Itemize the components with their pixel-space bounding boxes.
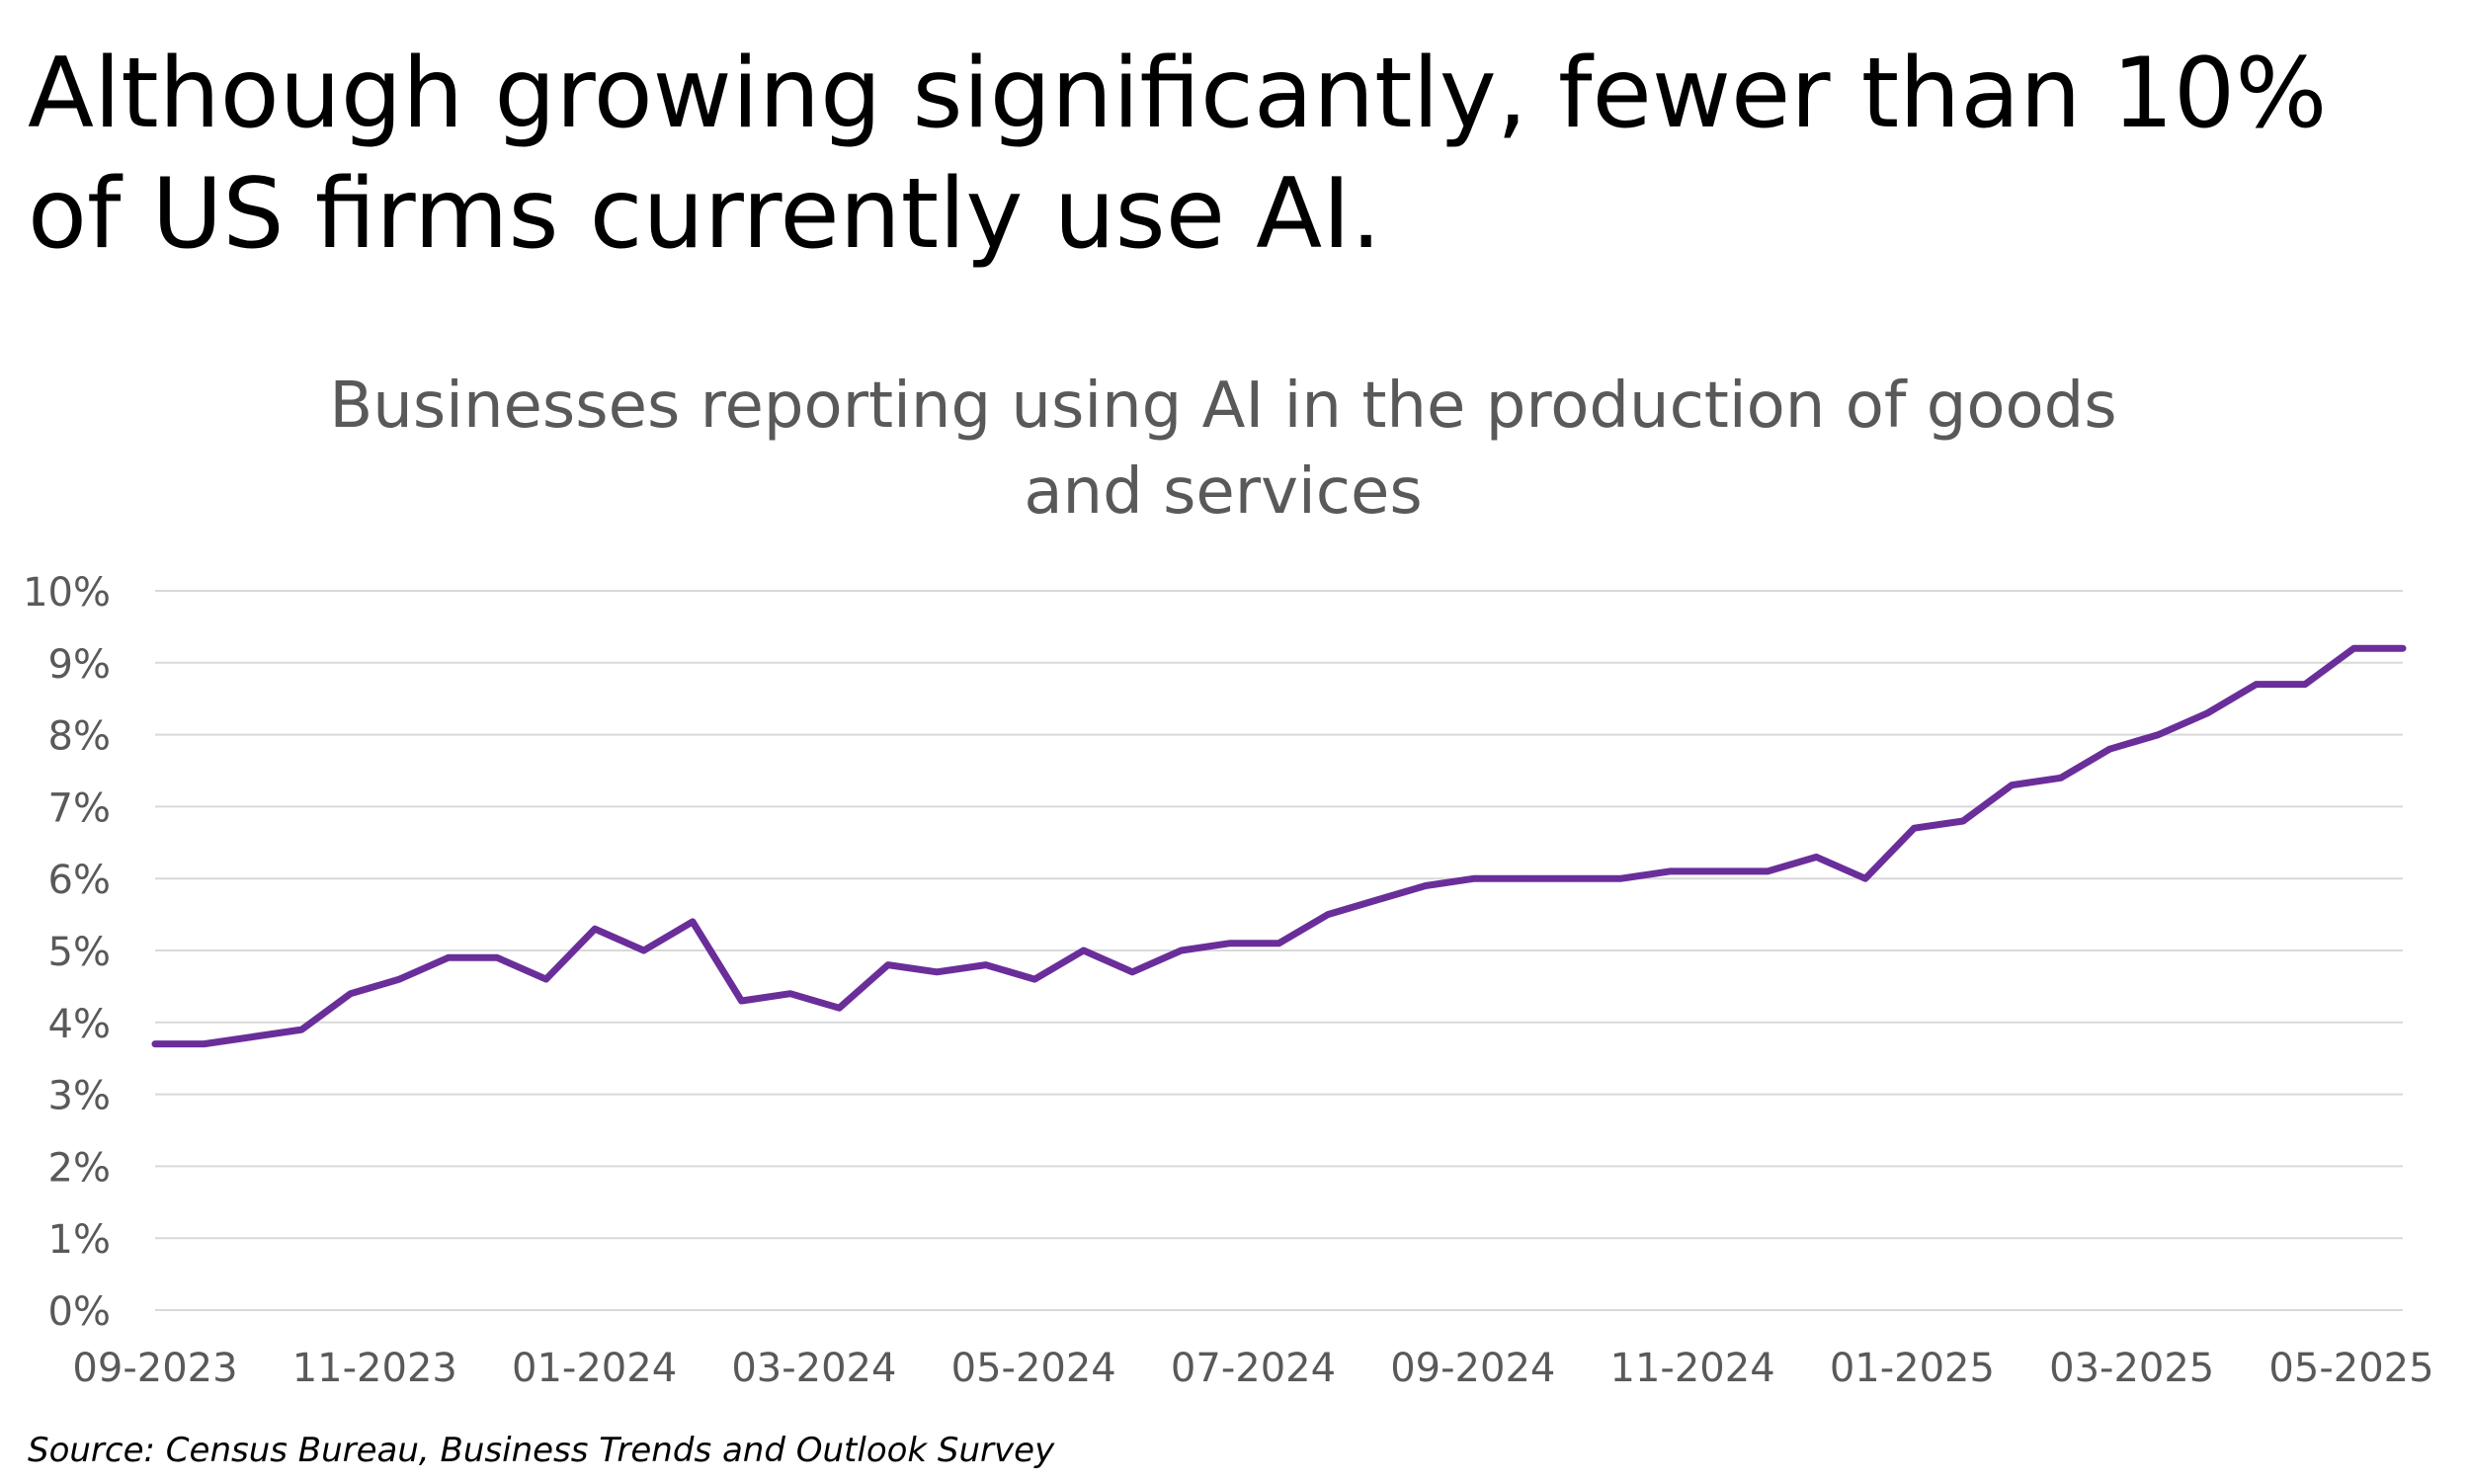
data-point [1373,897,1380,904]
data-point [836,1005,843,1012]
chart-title-line: Businesses reporting using AI in the pro… [329,370,2116,443]
data-point [494,954,501,961]
y-tick-label: 0% [48,1289,111,1335]
data-point [1129,968,1136,975]
data-point [1715,867,1722,874]
y-tick-label: 7% [48,785,111,831]
data-point [1520,875,1526,882]
y-tick-label: 10% [23,570,111,616]
data-point [1227,940,1234,947]
data-point [1617,875,1624,882]
x-tick-label: 11-2024 [1610,1346,1775,1391]
data-point [2253,681,2260,688]
y-tick-label: 4% [48,1002,111,1047]
data-point [1471,875,1478,882]
x-tick-label: 11-2023 [292,1346,457,1391]
y-tick-label: 9% [48,642,111,688]
x-tick-label: 07-2024 [1171,1346,1336,1391]
y-tick-label: 2% [48,1145,111,1191]
data-point [201,1040,207,1047]
series-layer [151,644,2407,1048]
data-point [2302,681,2309,688]
x-tick-label: 05-2025 [2268,1346,2433,1391]
data-point [249,1033,256,1040]
data-point [1178,948,1185,953]
headline: Although growing significantly, fewer th… [28,38,2328,271]
data-point [2009,782,2016,788]
data-point [152,1040,158,1047]
data-point [982,961,989,968]
x-tick-label: 09-2024 [1390,1346,1555,1391]
data-point [1911,825,1918,832]
x-tick-label: 03-2024 [731,1346,896,1391]
data-point [347,990,354,997]
chart-title-line: and services [1024,455,1422,529]
data-point [1959,817,1966,824]
data-point [1080,948,1087,953]
y-tick-label: 6% [48,858,111,903]
data-point [884,961,891,968]
data-point [2204,709,2211,716]
data-point [2400,645,2406,652]
x-tick-label: 01-2025 [1830,1346,1995,1391]
data-point [1031,976,1038,983]
y-tick-label: 5% [48,930,111,975]
data-point [1765,867,1771,874]
x-tick-label: 09-2023 [72,1346,237,1391]
grid-lines [155,590,2403,1311]
data-point [2350,645,2357,652]
data-point [592,926,599,933]
x-tick-label: 01-2024 [512,1346,677,1391]
data-point [542,976,549,983]
data-point [1569,875,1576,882]
data-point [445,954,452,961]
data-point [1276,940,1282,947]
data-point [1813,854,1820,861]
source-note: Source: Census Bureau, Business Trends a… [28,1431,1055,1470]
data-point [1324,911,1331,918]
data-point [2155,731,2162,738]
x-axis-tick-labels: 09-2023 11-2023 01-2024 03-2024 05-2024 07-20… [72,1346,2433,1391]
data-point [298,1027,305,1033]
y-axis-tick-labels: 0% 1% 2% 3% 4% 5% 6% 7% 8% 9% 10% [23,570,111,1335]
data-point [396,976,403,983]
data-point [1861,875,1868,882]
data-point [738,997,745,1004]
data-point [690,918,697,925]
data-point [2057,775,2064,782]
data-point [640,948,647,953]
series-line [151,644,2407,1048]
data-point [934,968,941,975]
chart-title: Businesses reporting using AI in the pro… [329,370,2116,529]
x-tick-label: 03-2025 [2049,1346,2214,1391]
y-tick-label: 1% [48,1217,111,1263]
data-point [786,990,793,997]
x-tick-label: 05-2024 [951,1346,1116,1391]
data-point [2106,746,2113,753]
data-point [1667,867,1674,874]
y-tick-label: 8% [48,714,111,760]
data-point [1422,882,1429,889]
y-tick-label: 3% [48,1074,111,1119]
